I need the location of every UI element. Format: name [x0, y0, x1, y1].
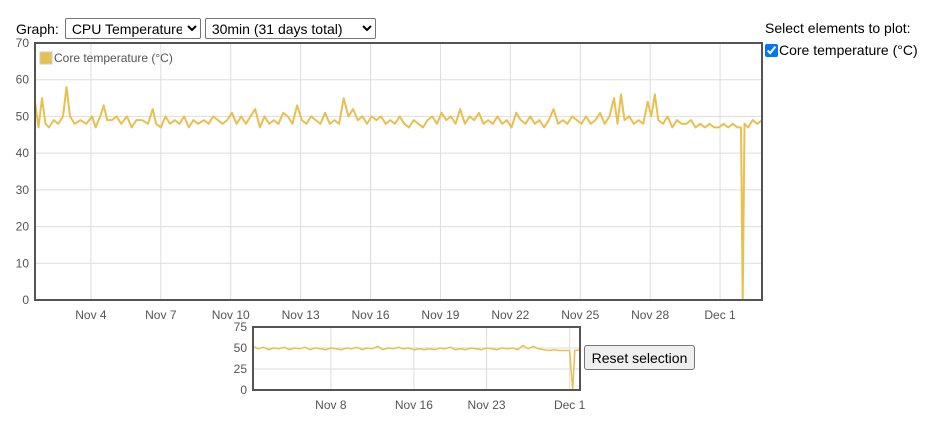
y-tick-label: 10 — [16, 256, 30, 270]
x-tick-label: Nov 28 — [631, 308, 669, 322]
y-tick-label: 25 — [234, 362, 248, 376]
chart-legend: Core temperature (°C) — [39, 51, 173, 65]
x-tick-label: Dec 1 — [554, 398, 586, 412]
plot-element-checkbox[interactable] — [765, 43, 778, 57]
plot-elements-panel: Select elements to plot: Core temperatur… — [765, 20, 918, 58]
y-tick-label: 60 — [16, 73, 30, 87]
y-tick-label: 0 — [240, 383, 247, 397]
y-tick-label: 40 — [16, 146, 30, 160]
x-tick-label: Nov 19 — [421, 308, 459, 322]
graph-label: Graph: — [16, 20, 59, 37]
reset-selection-button[interactable]: Reset selection — [584, 345, 695, 370]
x-tick-label: Nov 16 — [352, 308, 390, 322]
x-tick-label: Nov 7 — [145, 308, 177, 322]
y-tick-label: 50 — [16, 109, 30, 123]
plot-element-item[interactable]: Core temperature (°C) — [765, 42, 918, 58]
series-line-core-temperature — [252, 344, 581, 391]
x-tick-label: Nov 10 — [212, 308, 250, 322]
plot-frame — [34, 42, 763, 301]
y-tick-label: 30 — [16, 183, 30, 197]
x-tick-label: Nov 4 — [75, 308, 107, 322]
y-tick-label: 50 — [234, 341, 248, 355]
y-tick-label: 75 — [234, 320, 248, 334]
x-tick-label: Nov 13 — [282, 308, 320, 322]
plot-element-label: Core temperature (°C) — [779, 42, 918, 58]
overview-chart[interactable]: 0 25 50 75 Nov 8 Nov 16 Nov 23 Dec 1 — [234, 320, 586, 412]
time-range-select[interactable]: 30min (31 days total) — [204, 18, 376, 39]
x-tick-label: Nov 25 — [561, 308, 599, 322]
x-tick-label: Nov 8 — [315, 398, 347, 412]
x-tick-label: Nov 23 — [468, 398, 506, 412]
y-tick-label: 70 — [16, 36, 30, 50]
legend-swatch — [39, 51, 53, 65]
plot-elements-title: Select elements to plot: — [765, 20, 911, 36]
graph-toolbar: Graph: CPU Temperature 30min (31 days to… — [16, 18, 376, 39]
y-tick-label: 0 — [22, 293, 29, 307]
x-tick-label: Dec 1 — [704, 308, 736, 322]
x-tick-label: Nov 16 — [395, 398, 433, 412]
x-tick-label: Nov 22 — [491, 308, 529, 322]
graph-type-select[interactable]: CPU Temperature — [64, 18, 201, 39]
main-chart[interactable]: 0 10 20 30 40 50 60 70 Nov 4 Nov 7 Nov 10 Nov 13 Nov… — [16, 36, 763, 322]
series-line-core-temperature — [34, 86, 763, 301]
y-tick-label: 20 — [16, 220, 30, 234]
legend-label: Core temperature (°C) — [54, 51, 173, 65]
plot-frame — [252, 326, 581, 391]
